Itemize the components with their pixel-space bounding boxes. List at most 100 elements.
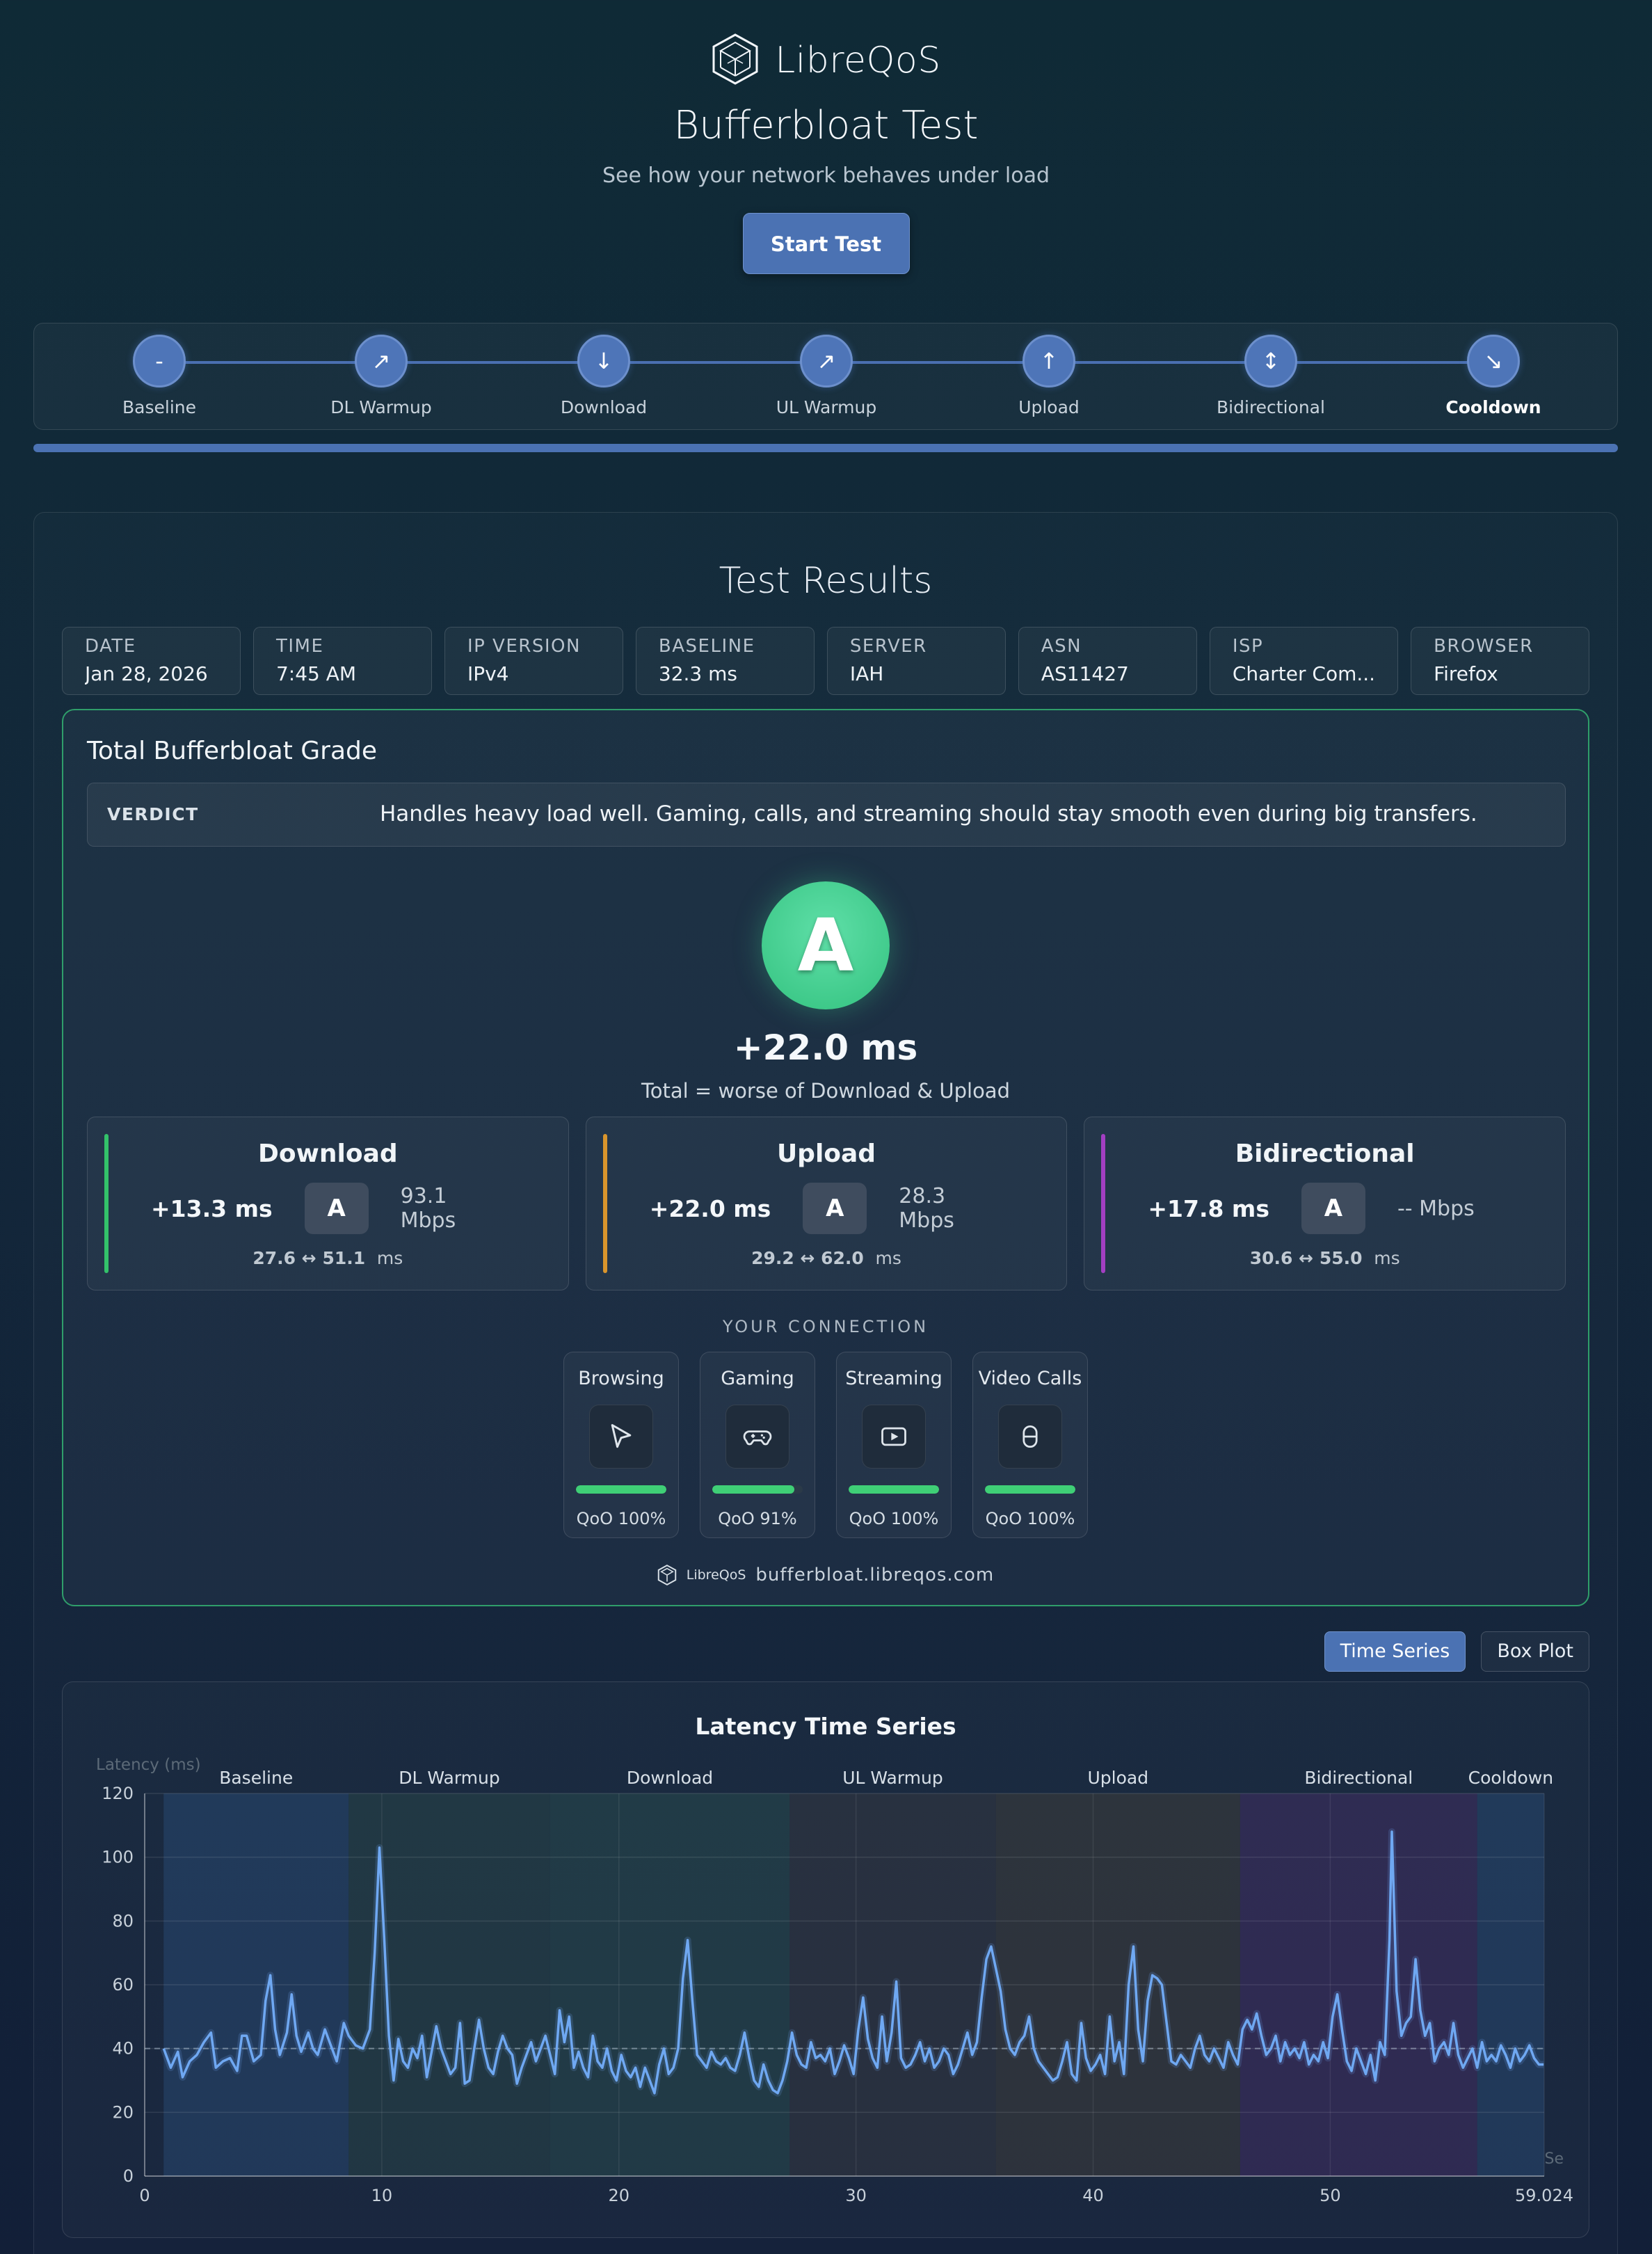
step-label: Download bbox=[560, 397, 648, 417]
direction-row: +13.3 ms A 93.1 Mbps bbox=[88, 1183, 568, 1234]
step-bidirectional: ↕ Bidirectional bbox=[1201, 335, 1340, 417]
phase-band bbox=[1477, 1793, 1544, 2176]
conn-name: Gaming bbox=[721, 1368, 794, 1389]
meta-key: ISP bbox=[1232, 636, 1264, 657]
meta-row: DATE Jan 28, 2026 TIME 7:45 AM IP VERSION I… bbox=[62, 627, 1590, 695]
conn-gaming: Gaming QoO 91% bbox=[700, 1352, 815, 1538]
direction-throughput: -- Mbps bbox=[1397, 1196, 1475, 1221]
direction-range: 27.6 ↔ 51.1 ms bbox=[88, 1248, 568, 1268]
qoo-label: QoO 100% bbox=[985, 1509, 1075, 1528]
meta-value: IPv4 bbox=[467, 662, 509, 685]
direction-name: Bidirectional bbox=[1235, 1140, 1415, 1168]
direction-latency: +17.8 ms bbox=[1148, 1194, 1269, 1222]
meta-key: SERVER bbox=[849, 636, 927, 657]
play-icon bbox=[862, 1405, 926, 1469]
meta-value: IAH bbox=[849, 662, 884, 685]
meta-date: DATE Jan 28, 2026 bbox=[62, 627, 241, 695]
range-low: 30.6 bbox=[1249, 1248, 1293, 1268]
phase-band bbox=[348, 1793, 550, 2176]
direction-row: +17.8 ms A -- Mbps bbox=[1084, 1183, 1565, 1234]
libreqos-logo-icon bbox=[711, 33, 760, 88]
capsule-icon bbox=[998, 1405, 1062, 1469]
conn-name: Browsing bbox=[578, 1368, 664, 1389]
page-title: Bufferbloat Test bbox=[673, 103, 979, 148]
range-high: 62.0 bbox=[821, 1248, 864, 1268]
test-progress-bar bbox=[33, 444, 1618, 452]
step-label: Baseline bbox=[122, 397, 196, 417]
qoo-bar bbox=[576, 1485, 666, 1494]
range-arrow-icon: ↔ bbox=[800, 1248, 815, 1268]
step-dl-warmup-icon: ↗ bbox=[355, 335, 408, 387]
libreqos-small-logo-icon bbox=[657, 1565, 676, 1585]
meta-key: DATE bbox=[85, 636, 136, 657]
step-bidirectional-icon: ↕ bbox=[1244, 335, 1297, 387]
x-axis-label: Se bbox=[1545, 2150, 1564, 2168]
range-unit: ms bbox=[1374, 1248, 1400, 1268]
bidirectional-card: Bidirectional +17.8 ms A -- Mbps 30.6 ↔ … bbox=[1084, 1117, 1566, 1290]
direction-grade-badge: A bbox=[1301, 1183, 1365, 1234]
header: LibreQoS Bufferbloat Test See how your n… bbox=[0, 0, 1652, 274]
direction-row: +22.0 ms A 28.3 Mbps bbox=[586, 1183, 1067, 1234]
step-label: Cooldown bbox=[1445, 397, 1541, 417]
qoo-label: QoO 100% bbox=[576, 1509, 666, 1528]
meta-baseline: BASELINE 32.3 ms bbox=[635, 627, 815, 695]
phase-band bbox=[995, 1793, 1240, 2176]
range-low: 29.2 bbox=[751, 1248, 794, 1268]
cursor-icon bbox=[589, 1405, 653, 1469]
y-tick-label: 20 bbox=[112, 2102, 134, 2122]
verdict-box: VERDICT Handles heavy load well. Gaming,… bbox=[87, 783, 1566, 847]
brand-name: LibreQoS bbox=[775, 40, 941, 81]
bidirectional-accent-bar bbox=[1101, 1134, 1106, 1273]
qoo-bar bbox=[985, 1485, 1075, 1494]
meta-server: SERVER IAH bbox=[826, 627, 1006, 695]
y-tick-label: 60 bbox=[112, 1975, 134, 1995]
start-test-button[interactable]: Start Test bbox=[742, 213, 910, 274]
upload-accent-bar bbox=[602, 1134, 607, 1273]
direction-name: Download bbox=[258, 1140, 398, 1168]
step-cooldown-icon: ↘ bbox=[1467, 335, 1520, 387]
direction-range: 29.2 ↔ 62.0 ms bbox=[586, 1248, 1067, 1268]
qoo-bar bbox=[712, 1485, 803, 1494]
footer-url[interactable]: bufferbloat.libreqos.com bbox=[755, 1565, 995, 1585]
step-label: Bidirectional bbox=[1217, 397, 1325, 417]
meta-browser: BROWSER Firefox bbox=[1411, 627, 1590, 695]
meta-ip-version: IP VERSION IPv4 bbox=[444, 627, 623, 695]
step-upload-icon: ↑ bbox=[1023, 335, 1075, 387]
y-tick-label: 80 bbox=[112, 1911, 134, 1931]
direction-cards: Download +13.3 ms A 93.1 Mbps 27.6 ↔ 51.… bbox=[87, 1117, 1566, 1290]
meta-key: BASELINE bbox=[658, 636, 755, 657]
range-high: 51.1 bbox=[322, 1248, 366, 1268]
direction-range: 30.6 ↔ 55.0 ms bbox=[1084, 1248, 1565, 1268]
direction-grade-badge: A bbox=[803, 1183, 867, 1234]
meta-isp: ISP Charter Com... bbox=[1209, 627, 1399, 695]
direction-latency: +22.0 ms bbox=[649, 1194, 771, 1222]
page-subtitle: See how your network behaves under load bbox=[602, 163, 1050, 188]
meta-value: AS11427 bbox=[1041, 662, 1129, 685]
footer-brand-name: LibreQoS bbox=[686, 1567, 746, 1583]
total-grade-badge: A bbox=[762, 881, 890, 1009]
phase-band bbox=[1240, 1793, 1477, 2176]
step-download: ↓ Download bbox=[534, 335, 673, 417]
qoo-bar-fill bbox=[985, 1485, 1075, 1494]
x-tick-label: 59.024 bbox=[1515, 2186, 1573, 2205]
meta-value: Jan 28, 2026 bbox=[85, 662, 208, 685]
phase-label: Baseline bbox=[219, 1768, 293, 1788]
results-panel: Test Results DATE Jan 28, 2026 TIME 7:45 A… bbox=[33, 512, 1618, 2254]
phase-label: DL Warmup bbox=[399, 1768, 499, 1788]
step-cooldown: ↘ Cooldown bbox=[1424, 335, 1563, 417]
qoo-bar-fill bbox=[576, 1485, 666, 1494]
phase-label: Download bbox=[627, 1768, 713, 1788]
box-plot-button[interactable]: Box Plot bbox=[1481, 1631, 1589, 1672]
verdict-label: VERDICT bbox=[107, 804, 199, 824]
download-card: Download +13.3 ms A 93.1 Mbps 27.6 ↔ 51.… bbox=[87, 1117, 569, 1290]
conn-streaming: Streaming QoO 100% bbox=[836, 1352, 952, 1538]
meta-value: Charter Com... bbox=[1232, 662, 1376, 685]
verdict-text: Handles heavy load well. Gaming, calls, … bbox=[380, 801, 1477, 826]
step-ul-warmup: ↗ UL Warmup bbox=[757, 335, 896, 417]
total-latency-increase: +22.0 ms bbox=[733, 1028, 918, 1068]
upload-card: Upload +22.0 ms A 28.3 Mbps 29.2 ↔ 62.0 … bbox=[585, 1117, 1068, 1290]
connection-title: YOUR CONNECTION bbox=[722, 1317, 929, 1336]
meta-value: 7:45 AM bbox=[275, 662, 357, 685]
y-tick-label: 100 bbox=[102, 1848, 134, 1867]
time-series-button[interactable]: Time Series bbox=[1324, 1631, 1466, 1672]
